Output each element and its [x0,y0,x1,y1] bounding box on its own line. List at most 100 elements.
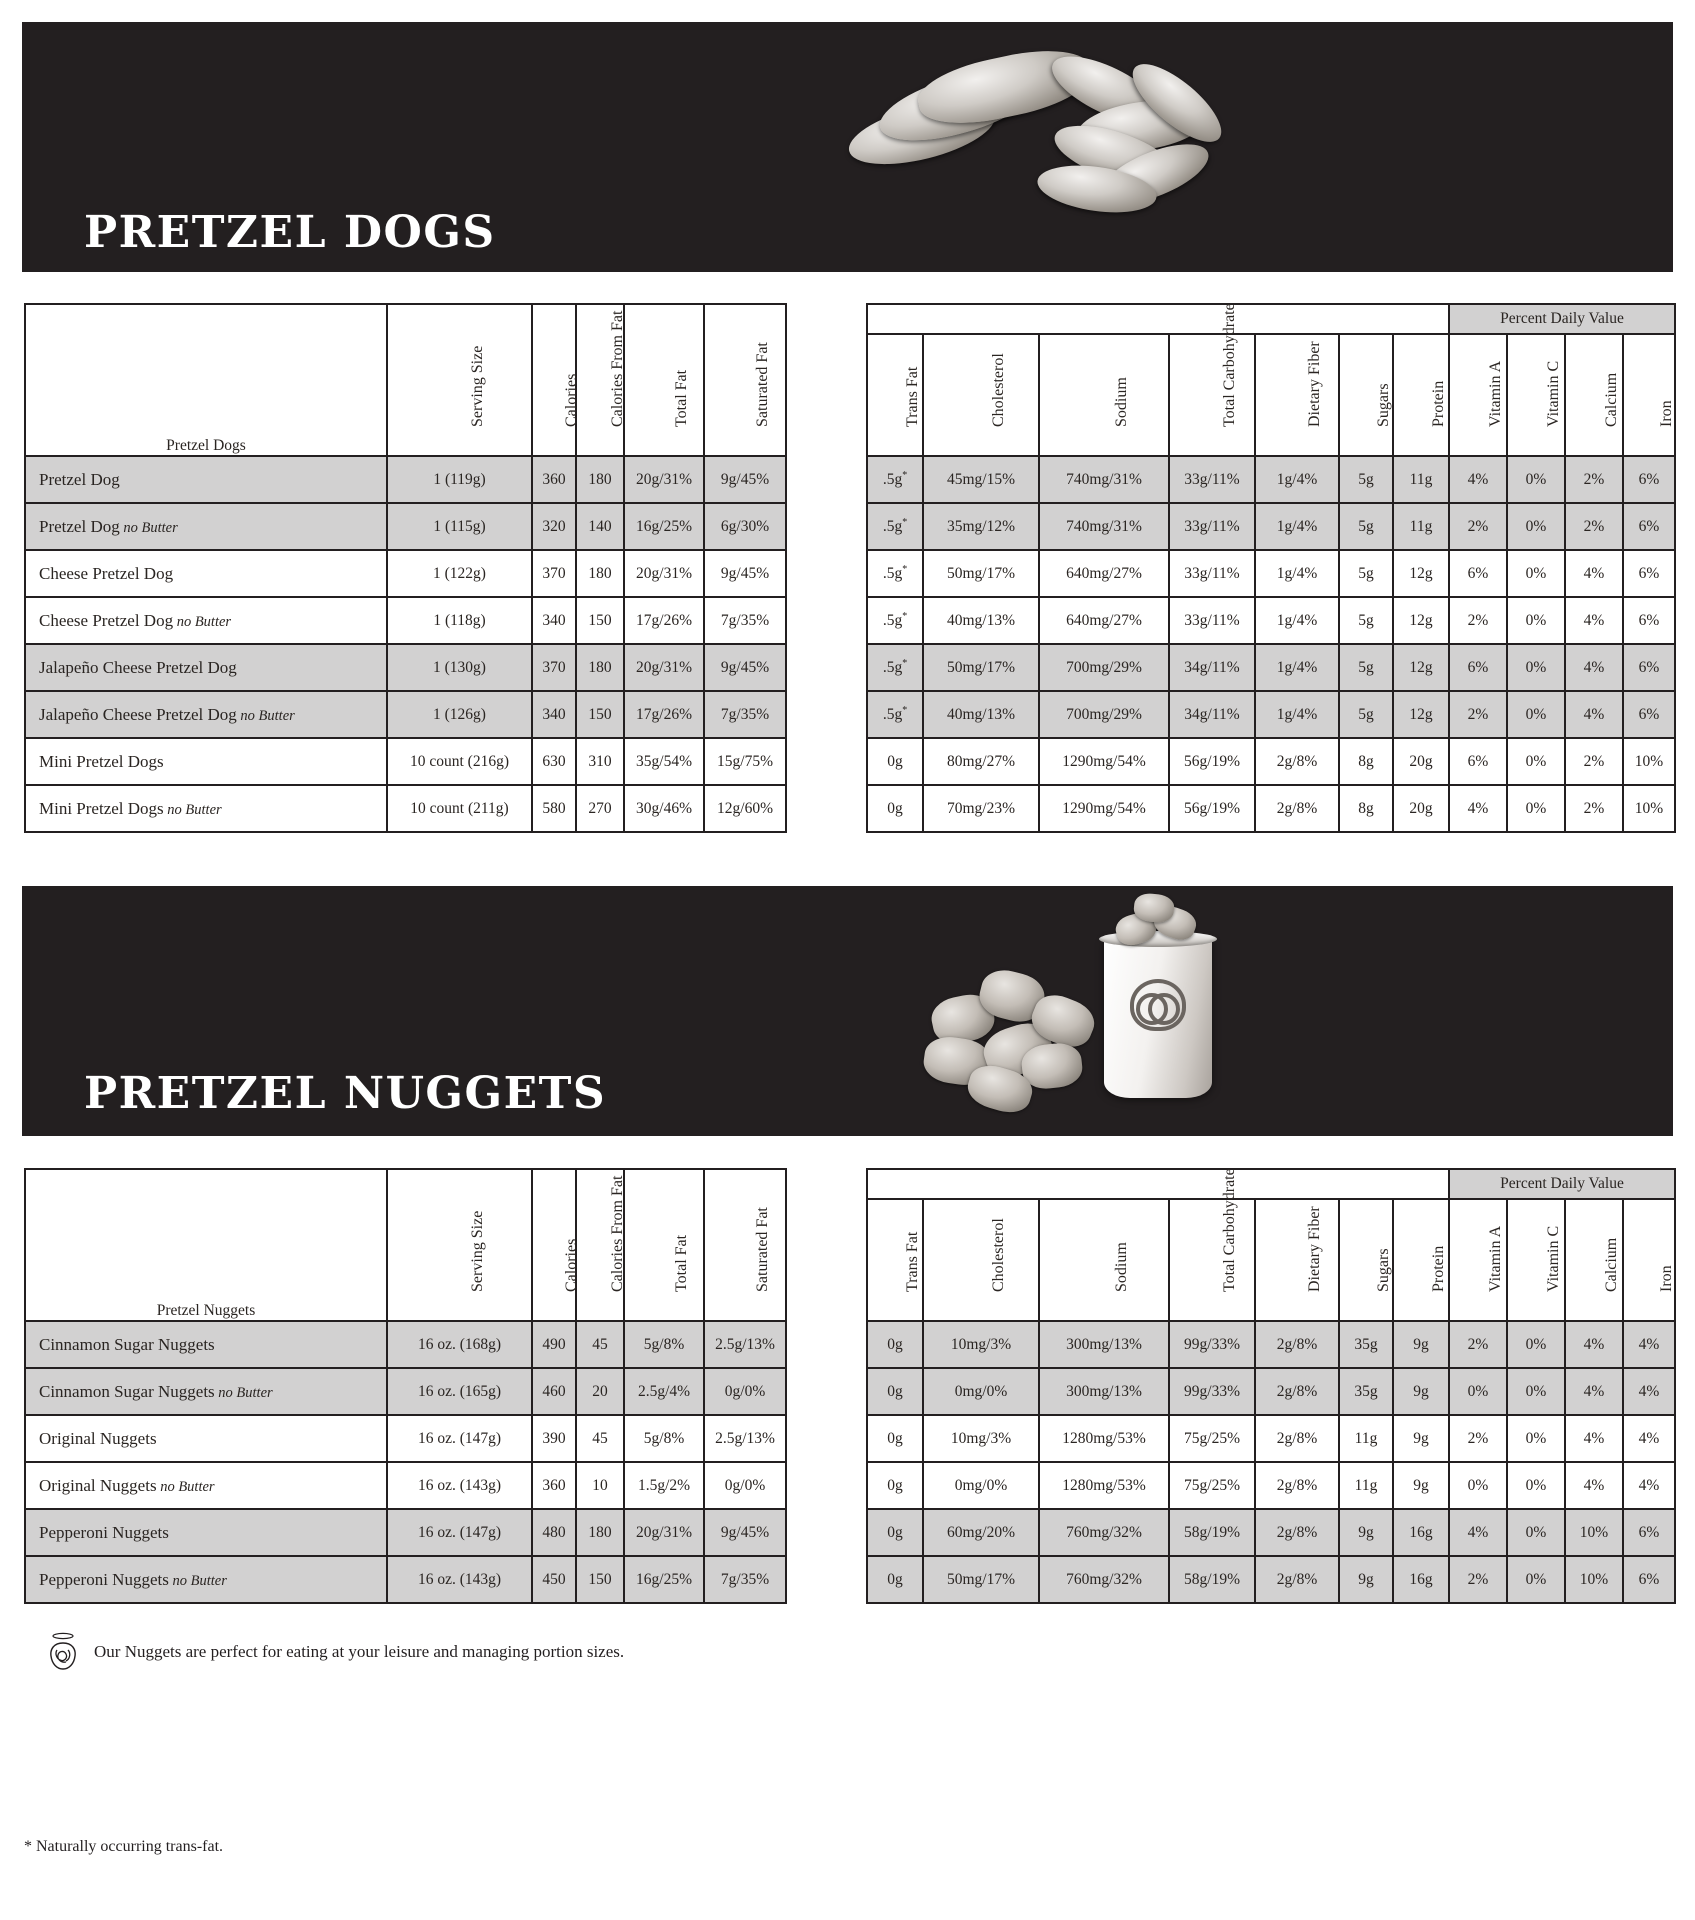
cell-sugars: 5g [1338,549,1394,598]
cell-serving-size: 16 oz. (143g) [386,1461,533,1510]
table-header-row: Pretzel Dogs Serving Size Calories Calor… [24,303,787,457]
table-row: Original Nuggets no Butter 16 oz. (143g) 3… [24,1461,787,1510]
cell-iron: 4% [1622,1367,1676,1416]
trans-fat-asterisk: * [902,564,908,576]
pretzel-nuggets-left-table-wrap: Pretzel Nuggets Serving Size Calories Ca… [24,1168,787,1604]
percent-daily-value-header: Percent Daily Value [1448,303,1676,335]
cell-vitamin-c: 0% [1506,737,1566,786]
pretzel-icon [50,1632,76,1670]
cell-dietary-fiber: 2g/8% [1254,737,1340,786]
cell-vitamin-a: 4% [1448,455,1508,504]
cell-cholesterol: 40mg/13% [922,596,1040,645]
cell-total-fat: 20g/31% [623,549,705,598]
col-header-dietary-fiber: Dietary Fiber [1254,1198,1340,1322]
cell-calories-from-fat: 45 [575,1320,625,1369]
cell-saturated-fat: 9g/45% [703,549,787,598]
pretzel-dogs-left-table: Pretzel Dogs Serving Size Calories Calor… [24,303,787,833]
cell-serving-size: 1 (130g) [386,643,533,692]
cell-vitamin-c: 0% [1506,643,1566,692]
cell-total-fat: 2.5g/4% [623,1367,705,1416]
cell-saturated-fat: 6g/30% [703,502,787,551]
cell-iron: 6% [1622,502,1676,551]
cell-vitamin-a: 6% [1448,549,1508,598]
pretzel-dogs-photo [822,22,1282,272]
table-row: Pretzel Dog no Butter 1 (115g) 320 140 16g/2… [24,502,787,551]
pretzel-nuggets-left-body: Cinnamon Sugar Nuggets 16 oz. (168g) 490 45… [24,1320,787,1604]
cell-calcium: 4% [1564,690,1624,739]
cell-calcium: 4% [1564,643,1624,692]
cell-cholesterol: 40mg/13% [922,690,1040,739]
cell-dietary-fiber: 1g/4% [1254,455,1340,504]
cell-saturated-fat: 2.5g/13% [703,1320,787,1369]
cell-calories: 490 [531,1320,577,1369]
table-row: .5g* 50mg/17% 700mg/29% 34g/11% 1g/4% 5g 12g 6%… [866,643,1676,692]
pdv-span-row: Percent Daily Value [866,303,1676,335]
cell-protein: 12g [1392,549,1450,598]
col-header-total-fat: Total Fat [623,1168,705,1322]
cell-dietary-fiber: 1g/4% [1254,690,1340,739]
row-modifier: no Butter [214,1384,273,1401]
cell-sugars: 11g [1338,1414,1394,1463]
cell-sodium: 300mg/13% [1038,1367,1170,1416]
row-label-4: Jalapeño Cheese Pretzel Dog [24,643,388,692]
cell-trans-fat: 0g [866,1414,924,1463]
table-row: .5g* 45mg/15% 740mg/31% 33g/11% 1g/4% 5g 11g 4%… [866,455,1676,504]
cell-vitamin-a: 2% [1448,596,1508,645]
cell-sodium: 300mg/13% [1038,1320,1170,1369]
row-modifier: no Butter [163,801,222,818]
cell-calories-from-fat: 180 [575,1508,625,1557]
cell-calories: 630 [531,737,577,786]
row-modifier: no Butter [173,613,232,630]
cell-calories: 580 [531,784,577,833]
cell-protein: 9g [1392,1320,1450,1369]
cell-vitamin-c: 0% [1506,1508,1566,1557]
table-row: 0g 0mg/0% 300mg/13% 99g/33% 2g/8% 35g 9g 0% 0% 4%… [866,1367,1676,1416]
cell-calories: 360 [531,455,577,504]
pretzel-dogs-left-body: Pretzel Dog 1 (119g) 360 180 20g/31% 9g/45% Pr… [24,455,787,833]
cell-saturated-fat: 7g/35% [703,1555,787,1604]
cell-total-carbohydrate: 56g/19% [1168,737,1256,786]
cell-trans-fat: 0g [866,784,924,833]
cell-calories: 450 [531,1555,577,1604]
pretzel-dogs-right-table-wrap: Percent Daily Value Trans Fat Cholestero… [866,303,1676,833]
cell-sodium: 1290mg/54% [1038,784,1170,833]
cell-vitamin-c: 0% [1506,1367,1566,1416]
cell-calories: 320 [531,502,577,551]
table-row: .5g* 40mg/13% 640mg/27% 33g/11% 1g/4% 5g 12g 2%… [866,596,1676,645]
col-header-serving-size: Serving Size [386,303,533,457]
table-row: 0g 80mg/27% 1290mg/54% 56g/19% 2g/8% 8g 20g 6% 0… [866,737,1676,786]
col-header-iron: Iron [1622,1198,1676,1322]
cell-sodium: 640mg/27% [1038,596,1170,645]
row-label-3: Original Nuggets no Butter [24,1461,388,1510]
cell-sugars: 5g [1338,502,1394,551]
cell-trans-fat: 0g [866,1461,924,1510]
cell-calcium: 10% [1564,1508,1624,1557]
cell-saturated-fat: 12g/60% [703,784,787,833]
col-header-calories-from-fat: Calories From Fat [575,1168,626,1322]
cell-total-fat: 16g/25% [623,502,705,551]
cell-total-fat: 20g/31% [623,455,705,504]
cell-vitamin-c: 0% [1506,1414,1566,1463]
cell-saturated-fat: 15g/75% [703,737,787,786]
cell-total-carbohydrate: 99g/33% [1168,1367,1256,1416]
cell-vitamin-c: 0% [1506,596,1566,645]
cell-vitamin-c: 0% [1506,502,1566,551]
table-row: Pretzel Dog 1 (119g) 360 180 20g/31% 9g/45% [24,455,787,504]
cell-cholesterol: 70mg/23% [922,784,1040,833]
cell-trans-fat: .5g* [866,455,924,504]
cell-sodium: 700mg/29% [1038,690,1170,739]
trans-fat-note: * Naturally occurring trans-fat. [24,1838,224,1855]
cell-total-carbohydrate: 56g/19% [1168,784,1256,833]
cell-dietary-fiber: 2g/8% [1254,1320,1340,1369]
col-header-serving-size: Serving Size [386,1168,533,1322]
cell-calories: 370 [531,549,577,598]
cell-total-carbohydrate: 58g/19% [1168,1555,1256,1604]
table-row: Cinnamon Sugar Nuggets no Butter 16 oz. (… [24,1367,787,1416]
cell-calories-from-fat: 270 [575,784,625,833]
cell-calories-from-fat: 10 [575,1461,625,1510]
cell-calories: 360 [531,1461,577,1510]
row-modifier: no Butter [119,519,178,536]
cell-vitamin-a: 6% [1448,643,1508,692]
percent-daily-value-header: Percent Daily Value [1448,1168,1676,1200]
cell-calories-from-fat: 150 [575,1555,625,1604]
